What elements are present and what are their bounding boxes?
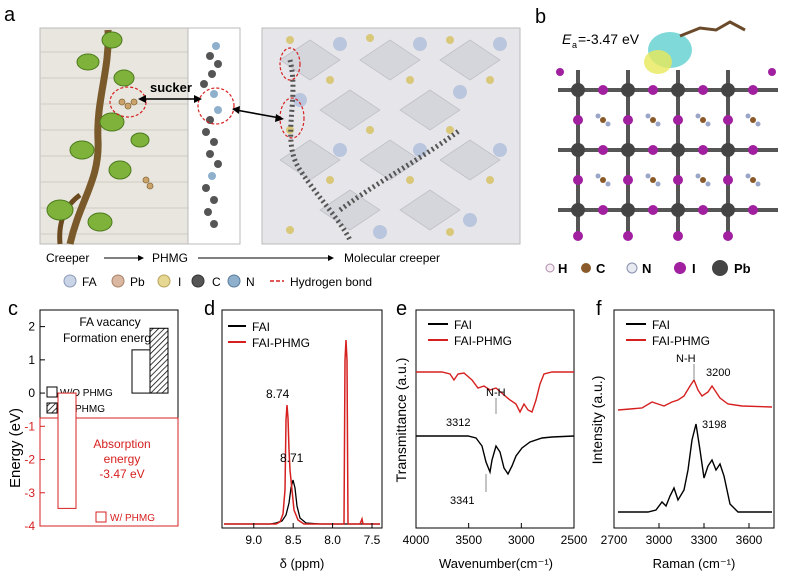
sucker-circle-phmg xyxy=(197,87,235,125)
f-legend-fai: FAI xyxy=(652,318,670,332)
phmg-column xyxy=(187,27,241,245)
x-tick-label: 4000 xyxy=(403,533,430,547)
energy-value: =-3.47 eV xyxy=(578,31,640,47)
legend-b-c: C xyxy=(596,261,606,276)
c-title1: FA vacancy xyxy=(79,315,140,329)
x-tick-label: 3600 xyxy=(736,533,763,547)
c-bar-w xyxy=(149,327,169,394)
f-xlabel: Raman (cm⁻¹) xyxy=(653,556,736,571)
legend-hbond: Hydrogen bond xyxy=(290,275,372,289)
c-ylabel: Energy (eV) xyxy=(7,408,24,488)
e-xlabel: Wavenumber(cm⁻¹) xyxy=(439,556,553,571)
flow-phmg: PHMG xyxy=(152,251,188,265)
legend-n: N xyxy=(246,275,255,289)
e-annot-3312: 3312 xyxy=(446,417,470,429)
c-bar-wo xyxy=(131,349,151,394)
c-ytick-label: -1 xyxy=(24,419,35,433)
x-tick-label: 2500 xyxy=(561,533,588,547)
legend-fa-dot xyxy=(63,274,77,288)
d-xlabel: δ (ppm) xyxy=(280,556,325,571)
e-annot-3341: 3341 xyxy=(450,495,474,507)
f-ylabel: Intensity (a.u.) xyxy=(592,376,605,465)
c-ytick-label: -2 xyxy=(24,453,35,467)
d-annot-871: 8.71 xyxy=(280,451,304,465)
x-tick-label: 8.0 xyxy=(324,533,341,547)
panel-c-chart: Energy (eV) -4 -3 -2 -1 0 1 2 FA vacancy Forma… xyxy=(7,309,179,533)
c-title2: Formation energy xyxy=(63,331,157,345)
legend-b-h: H xyxy=(558,261,567,276)
x-tick-label: 3000 xyxy=(508,533,535,547)
f-legend-fai-phmg: FAI-PHMG xyxy=(652,334,710,348)
f-annot-3198: 3198 xyxy=(702,419,726,431)
f-annot-3200: 3200 xyxy=(706,367,730,379)
panel-f-letter: f xyxy=(596,298,602,320)
energy-symbol: E xyxy=(562,31,572,47)
c-abs2: energy xyxy=(104,452,141,466)
e-line-fai-phmg xyxy=(416,371,574,414)
panel-d-letter: d xyxy=(204,298,216,320)
c-absorption-frame xyxy=(39,417,179,527)
panel-c-letter: c xyxy=(8,298,18,320)
c-ytick-label: 2 xyxy=(28,320,35,334)
pb-i-lattice xyxy=(558,70,778,240)
c-abs1: Absorption xyxy=(93,437,150,451)
f-line-fai xyxy=(618,423,772,513)
legend-c: C xyxy=(212,275,221,289)
molecular-creeper-chain xyxy=(287,59,353,242)
panel-b-figure: E a =-3.47 eV H C N I P xyxy=(545,20,778,276)
d-legend-fai-phmg: FAI-PHMG xyxy=(252,336,310,350)
flow-creeper: Creeper xyxy=(46,251,89,265)
x-tick-label: 3300 xyxy=(691,533,718,547)
panel-a-letter: a xyxy=(4,4,16,26)
flow-molecular-creeper: Molecular creeper xyxy=(344,251,440,265)
vine-stem xyxy=(66,29,112,245)
charge-density-yellow xyxy=(644,50,672,74)
panel-e-chart: Transmittance (a.u.) FAI FAI-PHMG N-H 33… xyxy=(393,309,588,571)
d-annot-874: 8.74 xyxy=(266,387,290,401)
panel-a-figure: sucker Creeper PHMG Molecular creeper FA… xyxy=(39,27,521,289)
c-legend-w2: W/ PHMG xyxy=(110,513,155,524)
legend-b-i: I xyxy=(692,261,696,276)
panel-e-letter: e xyxy=(396,298,408,320)
e-annot-nh: N-H xyxy=(486,387,506,399)
c-legend-w: W/ PHMG xyxy=(60,404,105,415)
f-annot-nh: N-H xyxy=(676,353,696,365)
vine-leaves xyxy=(46,31,150,232)
panel-b-letter: b xyxy=(535,6,547,28)
x-tick-label: 7.5 xyxy=(364,533,381,547)
panel-d-chart: FAI FAI-PHMG 8.74 8.71 9.0 8.5 8.0 7.5 δ (p… xyxy=(221,309,383,571)
panel-f-chart: Intensity (a.u.) FAI FAI-PHMG N-H 3200 3… xyxy=(592,309,775,571)
f-line-fai-phmg xyxy=(617,378,773,411)
e-legend-fai: FAI xyxy=(454,318,472,332)
d-line-fai-phmg xyxy=(224,339,380,525)
x-tick-label: 8.5 xyxy=(285,533,302,547)
legend-i: I xyxy=(178,275,181,289)
x-tick-label: 2700 xyxy=(601,533,628,547)
legend-b-n: N xyxy=(642,261,651,276)
c-ytick-label: 1 xyxy=(28,353,35,367)
e-line-fai xyxy=(416,435,575,476)
c-ytick-label: -4 xyxy=(24,519,35,533)
d-line-fai xyxy=(224,479,380,525)
e-legend-fai-phmg: FAI-PHMG xyxy=(454,334,512,348)
c-ytick-label: -3 xyxy=(24,486,35,500)
c-legend-wo: W/O PHMG xyxy=(60,388,113,399)
x-tick-label: 9.0 xyxy=(245,533,262,547)
x-tick-label: 3500 xyxy=(455,533,482,547)
x-tick-label: 3000 xyxy=(646,533,673,547)
d-legend-fai: FAI xyxy=(252,320,270,334)
legend-b-pb: Pb xyxy=(734,261,751,276)
energy-subscript: a xyxy=(572,40,577,50)
c-ytick-label: 0 xyxy=(28,386,35,400)
legend-pb: Pb xyxy=(130,275,145,289)
c-bar-abs xyxy=(57,392,77,509)
phmg-chain xyxy=(200,42,222,228)
sucker-label: sucker xyxy=(150,80,192,95)
legend-fa: FA xyxy=(82,275,97,289)
c-abs3: -3.47 eV xyxy=(99,467,144,481)
e-ylabel: Transmittance (a.u.) xyxy=(393,358,409,483)
